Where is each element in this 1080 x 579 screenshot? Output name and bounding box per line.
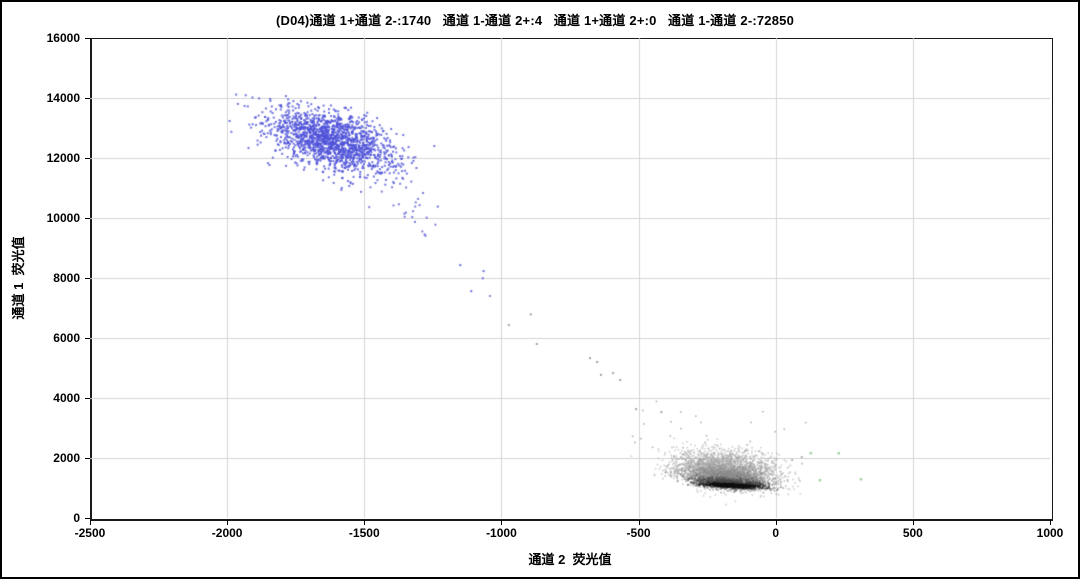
y-tick-label: 2000 xyxy=(53,451,80,465)
x-tick-label: 0 xyxy=(772,526,780,540)
scatter-plot-canvas xyxy=(90,38,1050,518)
y-tick-mark xyxy=(85,158,90,159)
y-tick-mark xyxy=(85,218,90,219)
y-tick-mark xyxy=(85,38,90,39)
y-tick-mark xyxy=(85,518,90,519)
y-tick-mark xyxy=(85,98,90,99)
y-tick-label: 0 xyxy=(73,511,80,525)
y-tick-label: 16000 xyxy=(46,31,80,45)
x-tick-mark xyxy=(364,520,366,525)
x-tick-mark xyxy=(501,520,503,525)
x-tick-label: -2000 xyxy=(211,526,243,540)
x-tick-label: -2500 xyxy=(74,526,106,540)
y-tick-label: 14000 xyxy=(46,91,80,105)
y-tick-mark xyxy=(85,338,90,339)
x-tick-label: 1000 xyxy=(1036,526,1064,540)
y-tick-label: 8000 xyxy=(53,271,80,285)
y-tick-label: 6000 xyxy=(53,331,80,345)
x-tick-mark xyxy=(90,520,91,525)
x-tick-mark xyxy=(775,520,777,525)
y-tick-label: 4000 xyxy=(53,391,80,405)
x-tick-label: 500 xyxy=(902,526,923,540)
x-tick-label: -500 xyxy=(626,526,651,540)
x-tick-mark xyxy=(227,520,229,525)
x-tick-label: -1500 xyxy=(348,526,380,540)
x-tick-label: -1000 xyxy=(486,526,517,540)
x-tick-mark xyxy=(638,520,640,525)
y-tick-mark xyxy=(85,278,90,279)
x-axis-title: 通道 2 荧光值 xyxy=(528,552,612,567)
y-tick-label: 12000 xyxy=(46,151,80,165)
chart-title: (D04)通道 1+通道 2-:1740 通道 1-通道 2+:4 通道 1+通… xyxy=(275,13,795,28)
y-tick-label: 10000 xyxy=(46,211,80,225)
x-tick-mark xyxy=(1050,520,1051,525)
y-tick-mark xyxy=(85,458,90,459)
y-tick-mark xyxy=(85,398,90,399)
x-tick-mark xyxy=(912,520,914,525)
